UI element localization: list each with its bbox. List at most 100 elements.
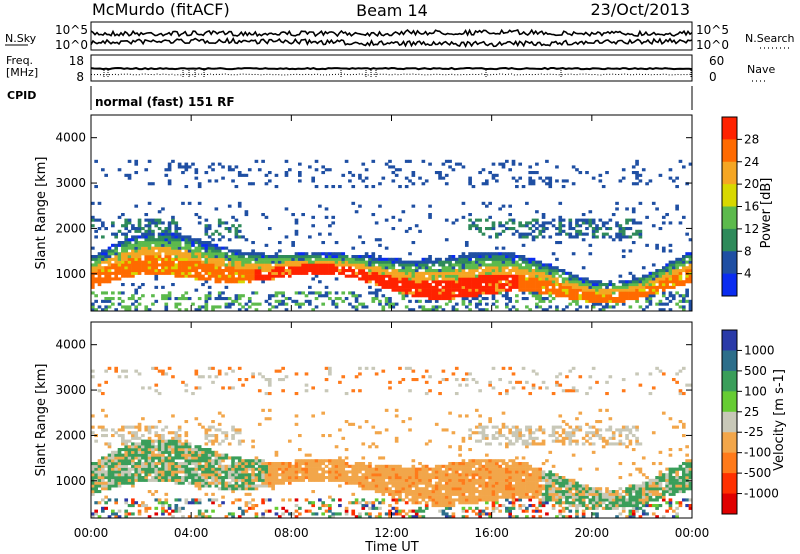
heatmap-cell bbox=[231, 179, 235, 183]
heatmap-cell bbox=[631, 171, 636, 175]
heatmap-cell bbox=[541, 221, 546, 225]
heatmap-cell bbox=[398, 271, 402, 275]
heatmap-cell bbox=[124, 515, 129, 518]
heatmap-cell bbox=[221, 291, 225, 295]
heatmap-cell bbox=[281, 255, 285, 259]
heatmap-cell bbox=[234, 260, 239, 264]
heatmap-cell bbox=[177, 436, 182, 440]
heatmap-cell bbox=[434, 484, 439, 488]
heatmap-cell bbox=[144, 232, 149, 236]
heatmap-cell bbox=[481, 182, 486, 186]
heatmap-cell bbox=[144, 450, 149, 454]
heatmap-cell bbox=[144, 266, 149, 270]
heatmap-cell bbox=[384, 299, 389, 303]
heatmap-cell bbox=[131, 434, 135, 438]
heatmap-cell bbox=[194, 213, 199, 217]
heatmap-cell bbox=[474, 490, 479, 494]
heatmap-cell bbox=[431, 285, 436, 289]
heatmap-cell bbox=[478, 414, 482, 418]
heatmap-cell bbox=[177, 266, 182, 270]
heatmap-cell bbox=[311, 224, 316, 228]
heatmap-cell bbox=[688, 299, 692, 303]
heatmap-cell bbox=[184, 165, 189, 169]
heatmap-cell bbox=[104, 308, 108, 311]
heatmap-cell bbox=[181, 467, 185, 471]
heatmap-cell bbox=[294, 515, 299, 518]
heatmap-cell bbox=[535, 235, 539, 239]
heatmap-cell bbox=[581, 291, 586, 295]
heatmap-cell bbox=[461, 263, 466, 267]
heatmap-cell bbox=[157, 235, 162, 239]
heatmap-cell bbox=[675, 185, 679, 189]
heatmap-cell bbox=[151, 246, 155, 250]
heatmap-cell bbox=[444, 501, 449, 505]
heatmap-cell bbox=[167, 366, 172, 370]
heatmap-cell bbox=[197, 308, 202, 311]
heatmap-cell bbox=[428, 375, 432, 379]
heatmap-cell bbox=[434, 305, 439, 309]
heatmap-cell bbox=[184, 263, 189, 267]
heatmap-cell bbox=[121, 473, 125, 477]
heatmap-cell bbox=[167, 467, 172, 471]
heatmap-cell bbox=[121, 299, 125, 303]
heatmap-cell bbox=[328, 434, 332, 438]
heatmap-cell bbox=[214, 274, 219, 278]
heatmap-cell bbox=[655, 271, 659, 275]
heatmap-cell bbox=[484, 470, 489, 474]
heatmap-cell bbox=[538, 288, 543, 292]
heatmap-cell bbox=[127, 459, 132, 463]
heatmap-cell bbox=[314, 464, 319, 468]
heatmap-cell bbox=[481, 495, 486, 499]
heatmap-cell bbox=[114, 235, 119, 239]
heatmap-cell bbox=[675, 280, 679, 284]
heatmap-cell bbox=[381, 473, 386, 477]
heatmap-cell bbox=[211, 162, 215, 166]
heatmap-cell bbox=[304, 467, 309, 471]
heatmap-cell bbox=[247, 280, 252, 284]
heatmap-cell bbox=[147, 238, 152, 242]
heatmap-cell bbox=[421, 266, 426, 270]
heatmap-cell bbox=[394, 509, 399, 513]
heatmap-cell bbox=[558, 269, 563, 273]
heatmap-cell bbox=[454, 283, 459, 287]
heatmap-cell bbox=[124, 246, 129, 250]
heatmap-cell bbox=[134, 305, 139, 309]
heatmap-cell bbox=[97, 484, 102, 488]
heatmap-cell bbox=[284, 207, 289, 211]
heatmap-cell bbox=[151, 445, 155, 449]
heatmap-cell bbox=[177, 434, 182, 438]
heatmap-cell bbox=[471, 459, 476, 463]
heatmap-cell bbox=[421, 498, 426, 502]
heatmap-cell bbox=[468, 285, 472, 289]
heatmap-cell bbox=[187, 450, 192, 454]
heatmap-cell bbox=[281, 302, 285, 306]
heatmap-cell bbox=[444, 271, 449, 275]
heatmap-cell bbox=[174, 263, 179, 267]
heatmap-cell bbox=[591, 221, 596, 225]
heatmap-cell bbox=[207, 498, 212, 502]
heatmap-cell bbox=[131, 448, 135, 452]
heatmap-cell bbox=[204, 277, 209, 281]
heatmap-cell bbox=[474, 459, 479, 463]
radar-title: McMurdo (fitACF) bbox=[92, 0, 230, 19]
heatmap-cell bbox=[391, 257, 396, 261]
heatmap-cell bbox=[127, 439, 132, 443]
heatmap-cell bbox=[194, 498, 199, 502]
heatmap-cell bbox=[251, 302, 255, 306]
heatmap-cell bbox=[244, 459, 249, 463]
heatmap-cell bbox=[568, 218, 573, 222]
heatmap-cell bbox=[267, 269, 272, 273]
heatmap-cell bbox=[474, 501, 479, 505]
heatmap-cell bbox=[484, 473, 489, 477]
heatmap-cell bbox=[348, 291, 352, 295]
heatmap-cell bbox=[358, 512, 362, 516]
heatmap-cell bbox=[137, 260, 142, 264]
heatmap-cell bbox=[251, 269, 255, 273]
heatmap-cell bbox=[484, 481, 489, 485]
heatmap-cell bbox=[291, 213, 295, 217]
heatmap-cell bbox=[204, 442, 209, 446]
heatmap-cell bbox=[338, 456, 342, 460]
heatmap-cell bbox=[254, 459, 259, 463]
heatmap-cell bbox=[374, 467, 379, 471]
heatmap-cell bbox=[491, 288, 496, 292]
